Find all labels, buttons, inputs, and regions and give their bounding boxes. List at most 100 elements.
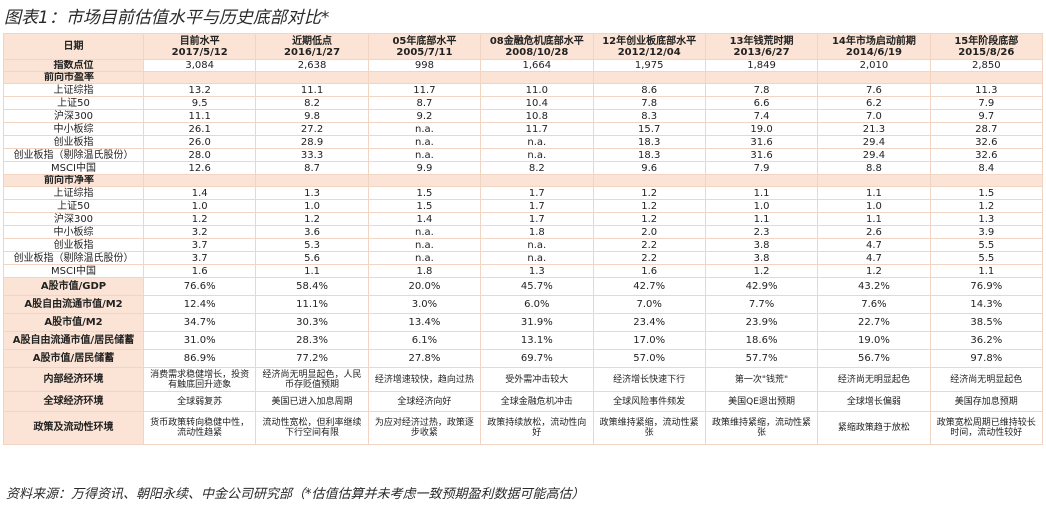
column-name: 近期低点: [292, 35, 333, 47]
row-label: 内部经济环境: [3, 367, 144, 392]
cell: n.a.: [367, 238, 482, 252]
cell: 3.8: [704, 238, 819, 252]
cell: 4.7: [817, 238, 931, 252]
data-row: 上证50 1.0 1.0 1.5 1.7 1.2 1.0 1.0 1.2: [3, 199, 1044, 213]
cell: 11.0: [480, 83, 594, 97]
environment-row: 全球经济环境 全球弱复苏 美国已进入加息周期 全球经济向好 全球金融危机冲击 全球风险事件…: [3, 391, 1044, 412]
cell: 1.1: [929, 264, 1044, 278]
cell: 9.9: [367, 161, 482, 175]
row-label: 上证综指: [3, 186, 144, 200]
cell: 31.6: [704, 148, 819, 162]
cell: 23.4%: [592, 313, 706, 332]
section-fill: [480, 174, 594, 187]
row-label: 政策及流动性环境: [3, 411, 144, 445]
cell: 6.0%: [480, 295, 594, 314]
row-label: 全球经济环境: [3, 391, 144, 412]
cell: 1.4: [142, 186, 257, 200]
cell: 1.1: [817, 212, 931, 226]
section-fill: [704, 174, 819, 187]
cell: 9.2: [367, 109, 482, 123]
ratio-row: A股市值/M2 34.7% 30.3% 13.4% 31.9% 23.4% 23.9% 22.…: [3, 313, 1044, 332]
column-date: 2012/12/04: [617, 46, 681, 58]
cell: 28.0: [142, 148, 257, 162]
cell: 1.2: [929, 199, 1044, 213]
cell: 美国QE退出预期: [704, 391, 819, 412]
column-header: 目前水平 2017/5/12: [142, 33, 257, 60]
cell: 1.1: [704, 212, 819, 226]
cell: 7.4: [704, 109, 819, 123]
cell: 22.7%: [817, 313, 931, 332]
cell: 34.7%: [142, 313, 257, 332]
cell: n.a.: [480, 238, 594, 252]
cell: 1.2: [255, 212, 369, 226]
column-name: 15年阶段底部: [954, 35, 1019, 47]
cell: 1,975: [592, 59, 706, 72]
column-date: 2016/1/27: [284, 46, 341, 58]
cell: 15.7: [592, 122, 706, 136]
header-row: 日期 目前水平 2017/5/12 近期低点 2016/1/27 05年底部水平 2005/…: [3, 33, 1044, 60]
cell: 9.8: [255, 109, 369, 123]
data-row: 创业板指 26.0 28.9 n.a. n.a. 18.3 31.6 29.4 32.6: [3, 135, 1044, 149]
cell: 33.3: [255, 148, 369, 162]
cell: 1.0: [704, 199, 819, 213]
cell: 6.6: [704, 96, 819, 110]
cell: 1.5: [367, 199, 482, 213]
cell: 32.6: [929, 148, 1044, 162]
cell: 8.7: [367, 96, 482, 110]
cell: 2.3: [704, 225, 819, 239]
ratio-row: A股自由流通市值/居民储蓄 31.0% 28.3% 6.1% 13.1% 17.0% 18.…: [3, 331, 1044, 350]
section-fill: [929, 174, 1044, 187]
cell: 31.6: [704, 135, 819, 149]
cell: 全球金融危机冲击: [480, 391, 594, 412]
cell: 18.3: [592, 135, 706, 149]
cell: 4.7: [817, 251, 931, 265]
cell: 货币政策转向稳健中性，流动性趋紧: [142, 411, 257, 445]
cell: 1.3: [929, 212, 1044, 226]
cell: 1.2: [704, 264, 819, 278]
column-header: 13年钱荒时期 2013/6/27: [704, 33, 819, 60]
data-row: 沪深300 1.2 1.2 1.4 1.7 1.2 1.1 1.1 1.3: [3, 212, 1044, 226]
cell: 1.2: [817, 264, 931, 278]
section-fill: [704, 71, 819, 84]
cell: 8.2: [255, 96, 369, 110]
cell: 28.7: [929, 122, 1044, 136]
data-row: 创业板指（剔除温氏股份） 28.0 33.3 n.a. n.a. 18.3 31.6 29.4…: [3, 148, 1044, 162]
data-row: 中小板综 26.1 27.2 n.a. 11.7 15.7 19.0 21.3 28.7: [3, 122, 1044, 136]
cell: 1.0: [142, 199, 257, 213]
cell: 1.2: [592, 186, 706, 200]
column-header: 12年创业板底部水平 2012/12/04: [592, 33, 706, 60]
column-name: 08金融危机底部水平: [489, 35, 584, 47]
cell: 5.5: [929, 238, 1044, 252]
cell: 29.4: [817, 135, 931, 149]
cell: 30.3%: [255, 313, 369, 332]
cell: 政策持续放松，流动性向好: [480, 411, 594, 445]
section-title: 前向市净率: [3, 174, 144, 187]
cell: 3.9: [929, 225, 1044, 239]
column-name: 12年创业板底部水平: [602, 35, 697, 47]
section-fill: [592, 174, 706, 187]
data-row: MSCI中国 12.6 8.7 9.9 8.2 9.6 7.9 8.8 8.4: [3, 161, 1044, 175]
cell: 1,849: [704, 59, 819, 72]
index-row: 指数点位 3,084 2,638 998 1,664 1,975 1,849 2,010 2,8…: [3, 59, 1044, 72]
row-label: 创业板指: [3, 135, 144, 149]
row-label: A股自由流通市值/M2: [3, 295, 144, 314]
data-row: 上证50 9.5 8.2 8.7 10.4 7.8 6.6 6.2 7.9: [3, 96, 1044, 110]
column-date: 2015/8/26: [958, 46, 1015, 58]
column-header: 05年底部水平 2005/7/11: [367, 33, 482, 60]
cell: 42.7%: [592, 277, 706, 296]
cell: 1.7: [480, 199, 594, 213]
cell: 经济增速较快，趋向过热: [367, 367, 482, 392]
section-title: 前向市盈率: [3, 71, 144, 84]
cell: 998: [367, 59, 482, 72]
source-note: 资料来源：万得资讯、朝阳永续、中金公司研究部（*估值估算并未考虑一致预期盈利数据…: [6, 487, 585, 502]
valuation-table: 日期 目前水平 2017/5/12 近期低点 2016/1/27 05年底部水平 2005/…: [3, 33, 1044, 445]
column-name: 目前水平: [179, 35, 220, 47]
cell: 26.0: [142, 135, 257, 149]
cell: 8.6: [592, 83, 706, 97]
cell: 7.0%: [592, 295, 706, 314]
column-header: 08金融危机底部水平 2008/10/28: [480, 33, 594, 60]
cell: 23.9%: [704, 313, 819, 332]
environment-row: 政策及流动性环境 货币政策转向稳健中性，流动性趋紧 流动性宽松，但利率继续下行空间有…: [3, 411, 1044, 445]
cell: 1.0: [255, 199, 369, 213]
column-date: 2013/6/27: [733, 46, 790, 58]
